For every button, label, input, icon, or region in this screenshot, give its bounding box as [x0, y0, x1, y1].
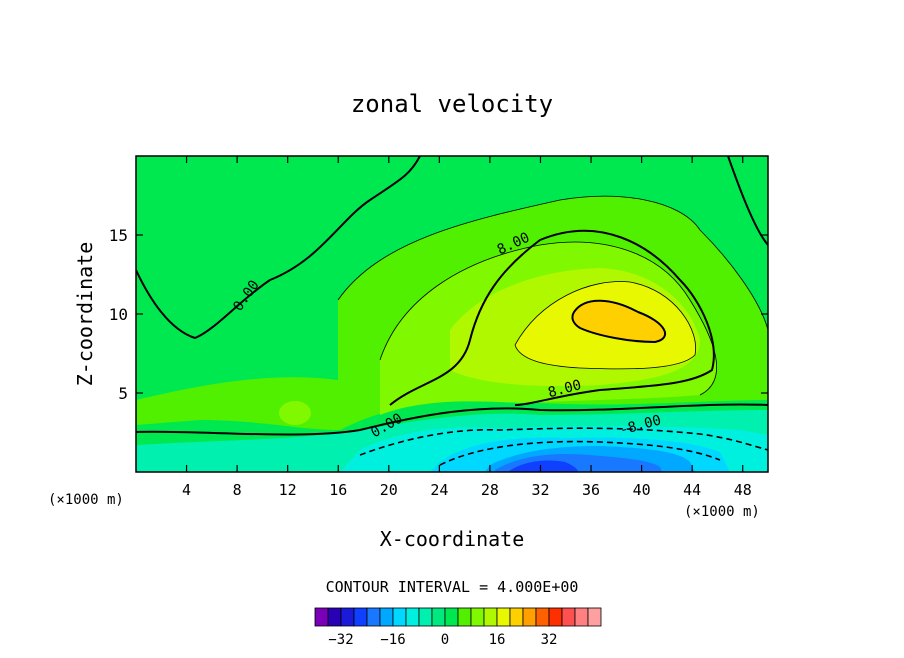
colorbar-swatch	[405, 607, 420, 627]
colorbar-swatch	[444, 607, 459, 627]
x-tick-label: 24	[430, 481, 448, 499]
colorbar: −32 −16 0 16 32	[314, 607, 602, 648]
colorbar-swatch	[522, 607, 537, 627]
contour-max	[571, 299, 667, 344]
colorbar-swatch	[314, 607, 329, 627]
x-tick-label: 36	[582, 481, 600, 499]
x-tick-label: 28	[481, 481, 499, 499]
colorbar-swatch	[561, 607, 576, 627]
y-axis: 5 10 15	[109, 226, 768, 403]
colorbar-swatch	[470, 607, 485, 627]
x-tick-label: 32	[531, 481, 549, 499]
chart-title: zonal velocity	[351, 90, 553, 118]
colorbar-swatch	[366, 607, 381, 627]
y-tick-label: 5	[118, 384, 128, 403]
colorbar-swatch	[457, 607, 472, 627]
colorbar-swatch	[431, 607, 446, 627]
y-tick-label: 15	[109, 226, 128, 245]
y-axis-label: Z-coordinate	[73, 242, 97, 387]
contour-thin-2	[379, 241, 717, 396]
x-tick-label: 8	[233, 481, 242, 499]
x-tick-label: 12	[279, 481, 297, 499]
contour-neg-dashed-2	[439, 440, 721, 466]
field-island	[279, 401, 311, 425]
colorbar-swatch	[483, 607, 498, 627]
colorbar-swatch	[496, 607, 511, 627]
x-tick-label: 44	[683, 481, 701, 499]
contour-eight-upper	[389, 229, 715, 406]
colorbar-swatch	[353, 607, 368, 627]
colorbar-swatch	[392, 607, 407, 627]
contour-neg-dashed	[359, 427, 768, 456]
colorbar-tick-label: −16	[380, 632, 405, 648]
colorbar-swatch	[379, 607, 394, 627]
plot-area: 0.008.008.000.00 -8.00 4 8 12 16 20 24 28 32 36 40…	[109, 155, 769, 499]
contour-zero-lower	[136, 403, 768, 436]
contour-zero-right	[727, 156, 768, 246]
x-tick-label: 40	[633, 481, 651, 499]
colorbar-swatch	[574, 607, 589, 627]
contour-zero-upper	[136, 156, 421, 340]
x-unit-left: (×1000 m)	[48, 492, 124, 508]
x-tick-label: 16	[329, 481, 347, 499]
x-tick-label: 4	[182, 481, 191, 499]
colorbar-swatch	[535, 607, 550, 627]
x-axis-label: X-coordinate	[380, 527, 525, 551]
field-neg-20	[508, 460, 578, 472]
x-axis: 4 8 12 16 20 24 28 32 36 40 44 48	[182, 156, 752, 499]
field-20-24	[572, 300, 666, 342]
contour-interval: CONTOUR INTERVAL = 4.000E+00	[326, 578, 579, 596]
x-tick-label: 20	[380, 481, 398, 499]
colorbar-swatch	[548, 607, 563, 627]
x-tick-label: 48	[734, 481, 752, 499]
colorbar-swatch	[509, 607, 524, 627]
colorbar-tick-label: 16	[489, 632, 506, 648]
y-tick-label: 10	[109, 305, 128, 324]
colorbar-swatch	[418, 607, 433, 627]
colorbar-tick-label: 32	[541, 632, 558, 648]
x-unit-right: (×1000 m)	[684, 504, 760, 520]
colorbar-tick-label: 0	[441, 632, 449, 648]
colorbar-swatch	[327, 607, 342, 627]
contour-thin-3	[514, 281, 697, 370]
colorbar-swatch	[587, 607, 602, 627]
colorbar-swatch	[340, 607, 355, 627]
contour-thin-1	[337, 195, 768, 331]
colorbar-tick-label: −32	[328, 632, 353, 648]
